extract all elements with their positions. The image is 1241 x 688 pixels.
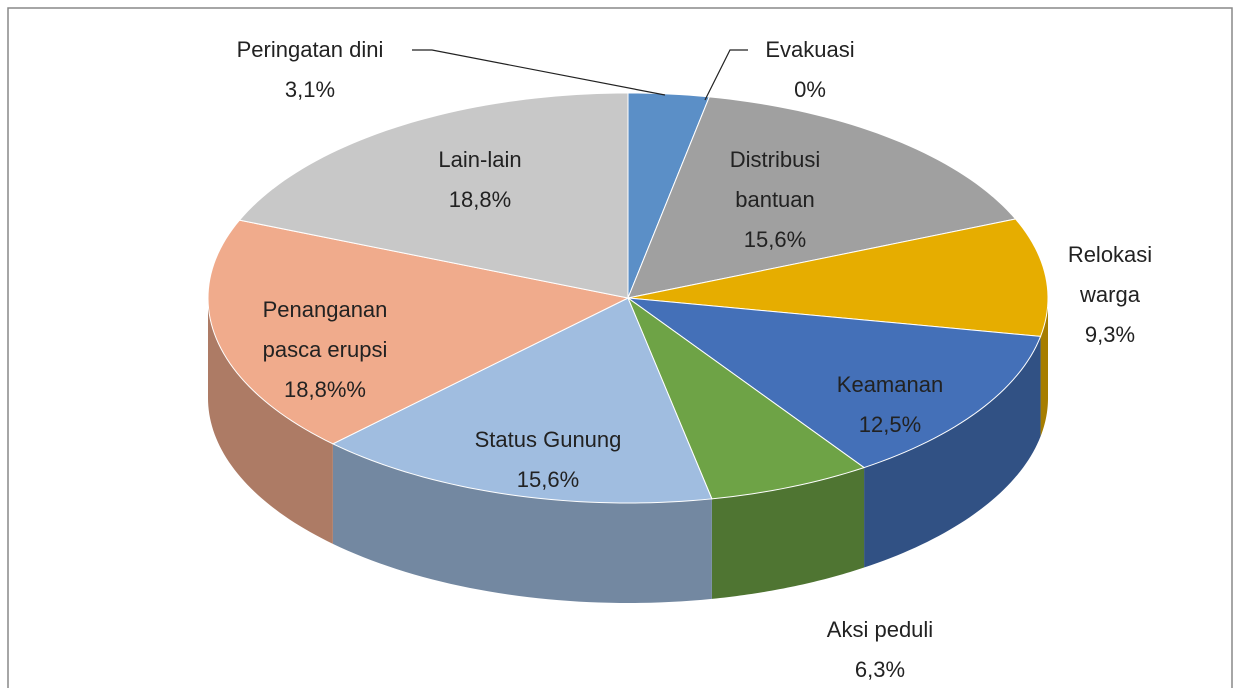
frame [7, 7, 1233, 688]
pie-slice [626, 296, 866, 500]
leader-line [704, 49, 748, 101]
slice-value: 6,3% [854, 657, 906, 682]
slice-name: Evakuasi [765, 37, 855, 62]
slice-name: Aksi peduli [826, 617, 934, 642]
pie-side [208, 298, 333, 544]
data-label: Keamanan 12,5% [837, 365, 943, 445]
pie-sides [208, 298, 1048, 603]
data-label: Aksi peduli 6,3% [827, 610, 933, 688]
pie-slice [627, 96, 1017, 299]
slice-name: Peringatan dini [236, 37, 384, 62]
slice-value: 0% [794, 77, 826, 102]
slice-name: Relokasi warga [1067, 242, 1153, 307]
pie-slice [626, 297, 1042, 469]
pie-side [864, 336, 1041, 568]
pie-tops [207, 92, 1049, 504]
slice-name: Keamanan [836, 372, 944, 397]
pie-slice [207, 219, 630, 445]
slice-name: Distribusi bantuan [729, 147, 821, 212]
pie-slice [238, 92, 629, 299]
slice-value: 15,6% [516, 467, 580, 492]
pie-side [332, 443, 712, 603]
data-label: Distribusi bantuan 15,6% [730, 140, 820, 260]
slice-value: 3,1% [284, 77, 336, 102]
slice-name: Lain-lain [438, 147, 522, 172]
slice-name: Status Gunung [474, 427, 622, 452]
data-label: Penanganan pasca erupsi 18,8%% [263, 290, 388, 410]
slice-value: 18,8% [448, 187, 512, 212]
pie-slice [627, 218, 1049, 337]
pie-side [711, 467, 865, 599]
data-label: Relokasi warga 9,3% [1068, 235, 1152, 355]
data-label: Evakuasi 0% [765, 30, 854, 110]
slice-name: Penanganan pasca erupsi [262, 297, 388, 362]
slice-value: 18,8%% [284, 377, 366, 402]
data-label: Status Gunung 15,6% [475, 420, 622, 500]
data-label: Lain-lain 18,8% [438, 140, 521, 220]
pie-slice [331, 297, 713, 504]
slice-value: 15,6% [743, 227, 807, 252]
leader-line [412, 49, 666, 96]
data-label: Peringatan dini 3,1% [237, 30, 384, 110]
slice-value: 9,3% [1084, 322, 1136, 347]
slice-value: 12,5% [858, 412, 922, 437]
